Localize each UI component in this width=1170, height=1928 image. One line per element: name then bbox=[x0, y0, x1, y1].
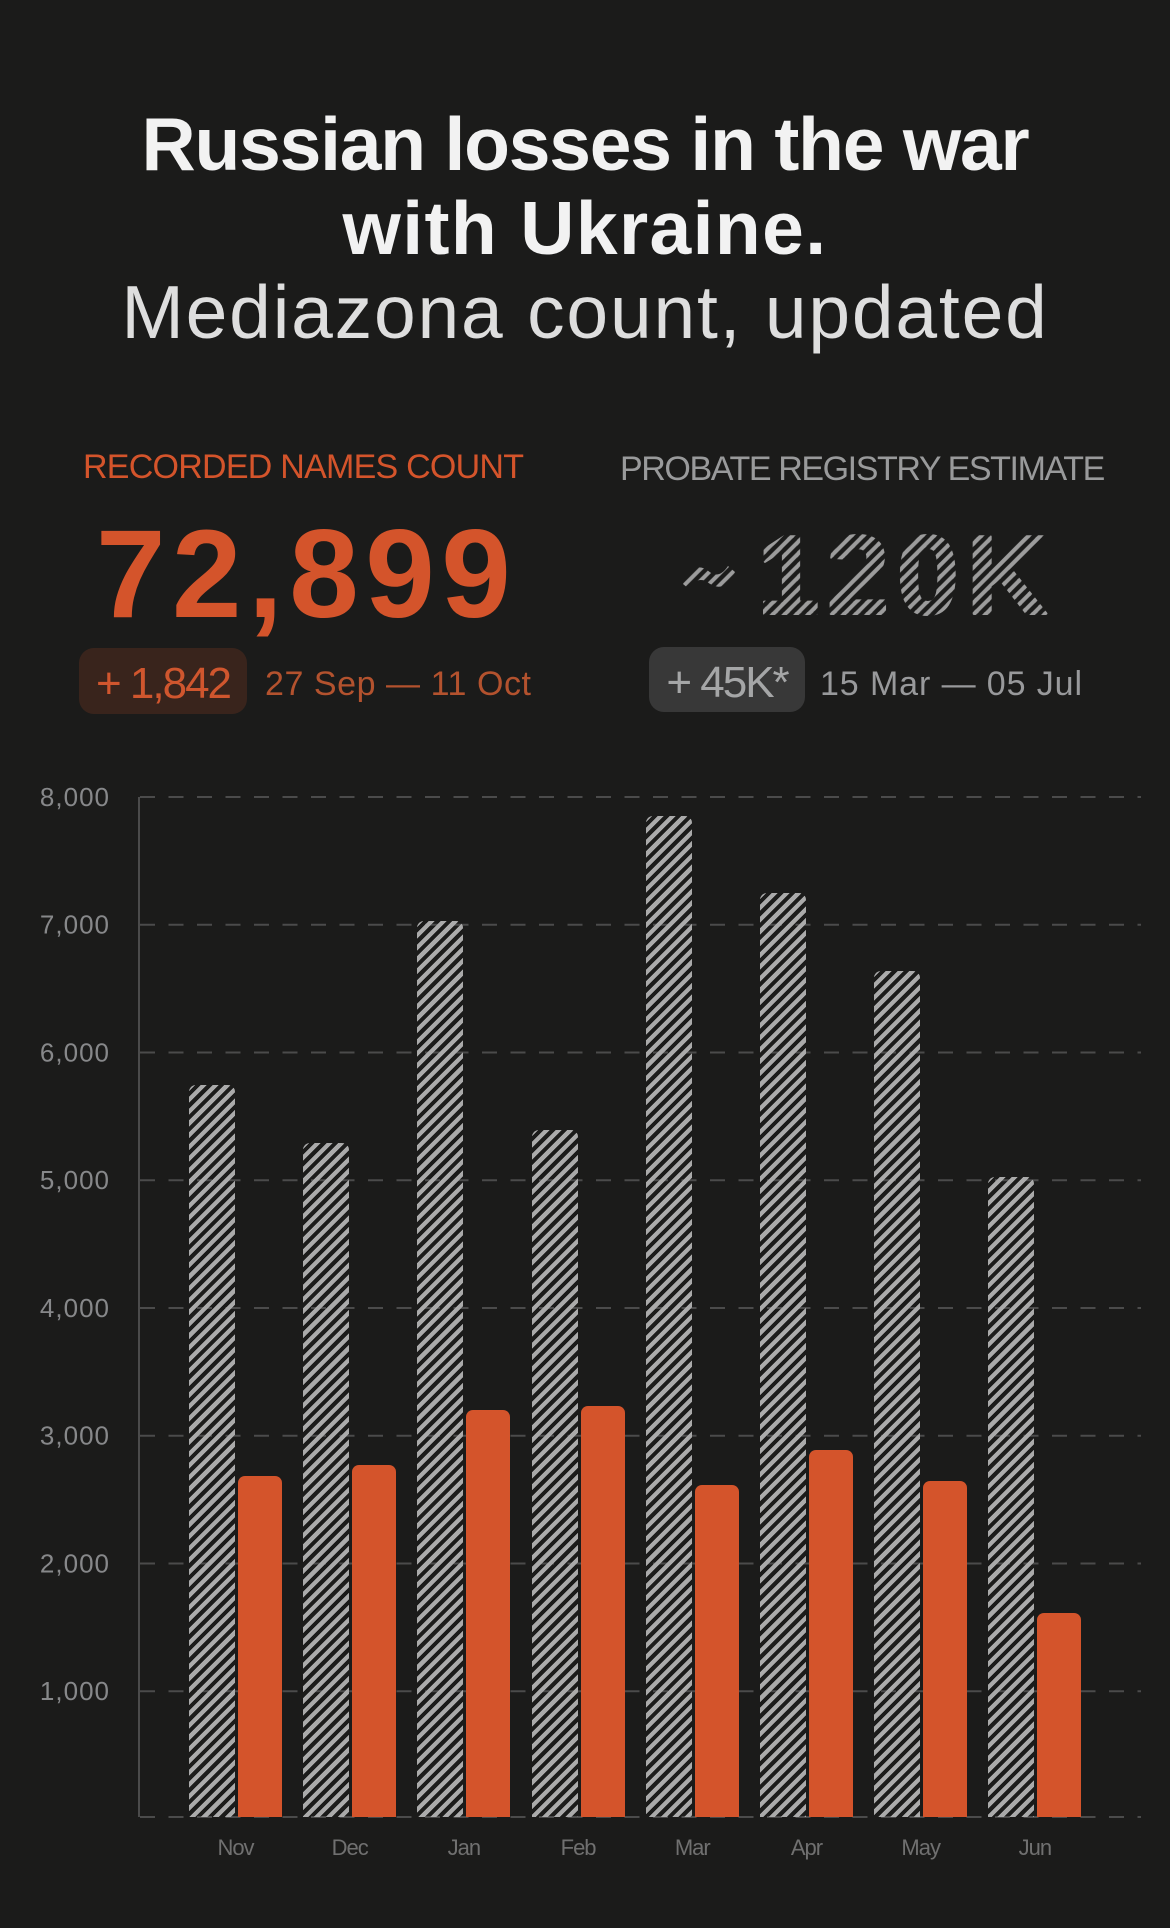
svg-text:Nov: Nov bbox=[217, 1835, 254, 1860]
svg-text:Feb: Feb bbox=[561, 1835, 597, 1860]
svg-text:Apr: Apr bbox=[791, 1835, 823, 1860]
svg-text:1,000: 1,000 bbox=[40, 1676, 110, 1706]
svg-text:6,000: 6,000 bbox=[40, 1038, 110, 1068]
svg-text:5,000: 5,000 bbox=[40, 1165, 110, 1195]
svg-text:7,000: 7,000 bbox=[40, 910, 110, 940]
svg-text:8,000: 8,000 bbox=[40, 782, 110, 812]
svg-text:120K: 120K bbox=[758, 513, 1055, 637]
svg-text:May: May bbox=[901, 1835, 941, 1860]
svg-text:Mar: Mar bbox=[675, 1835, 711, 1860]
svg-text:3,000: 3,000 bbox=[40, 1421, 110, 1451]
svg-text:Jun: Jun bbox=[1019, 1835, 1051, 1860]
svg-text:2,000: 2,000 bbox=[40, 1549, 110, 1579]
svg-text:4,000: 4,000 bbox=[40, 1293, 110, 1323]
svg-text:Dec: Dec bbox=[332, 1835, 369, 1860]
svg-text:Jan: Jan bbox=[448, 1835, 480, 1860]
